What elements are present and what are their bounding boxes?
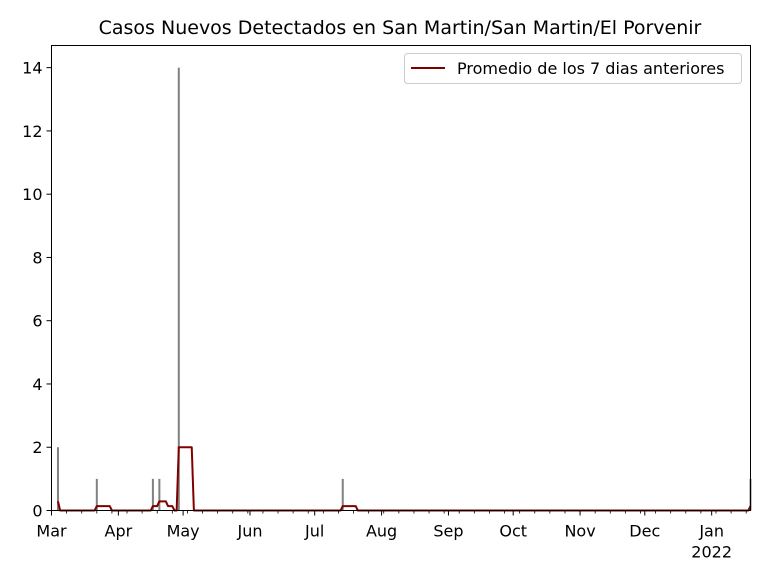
axes-frame: [51, 45, 751, 511]
x-tick-label: Jul: [304, 522, 324, 541]
x-tick-label: Nov: [564, 522, 595, 541]
y-tick-label: 6: [32, 312, 42, 331]
series-line-promedio: [56, 446, 752, 512]
bar: [341, 478, 344, 511]
y-tick-label: 10: [22, 185, 42, 204]
bar: [151, 478, 154, 511]
x-tick-label: Dec: [629, 522, 660, 541]
chart-title: Casos Nuevos Detectados en San Martin/Sa…: [99, 17, 702, 39]
y-tick-label: 14: [22, 59, 42, 78]
y-tick-label: 12: [22, 122, 42, 141]
y-tick-label: 0: [32, 502, 42, 521]
line-layer: [56, 446, 752, 512]
x-tick-label: Oct: [499, 522, 527, 541]
x-tick-label: Mar: [36, 522, 67, 541]
bars-layer: [56, 67, 752, 511]
y-axis: 0 2 4 6 8 10 12 14: [22, 59, 52, 521]
legend-box: [404, 53, 742, 84]
x-tick-sublabel: 2022: [691, 543, 732, 562]
x-tick-label: Apr: [105, 522, 133, 541]
bar: [56, 447, 59, 511]
x-axis: Mar Apr May Jun Jul Aug Sep Oct Nov Dec Jan 2022: [36, 510, 747, 562]
bar: [158, 478, 161, 511]
y-tick-label: 2: [32, 438, 42, 457]
legend: Promedio de los 7 dias anteriores: [404, 53, 742, 84]
y-tick-label: 8: [32, 248, 42, 267]
x-tick-label: Jun: [236, 522, 262, 541]
legend-label: Promedio de los 7 dias anteriores: [457, 59, 724, 78]
x-tick-label: Sep: [433, 522, 463, 541]
y-tick-label: 4: [32, 375, 42, 394]
x-tick-label: Aug: [366, 522, 397, 541]
x-tick-label: May: [167, 522, 200, 541]
bar: [177, 67, 180, 511]
x-tick-label: Jan: [698, 522, 724, 541]
bar: [95, 478, 98, 511]
